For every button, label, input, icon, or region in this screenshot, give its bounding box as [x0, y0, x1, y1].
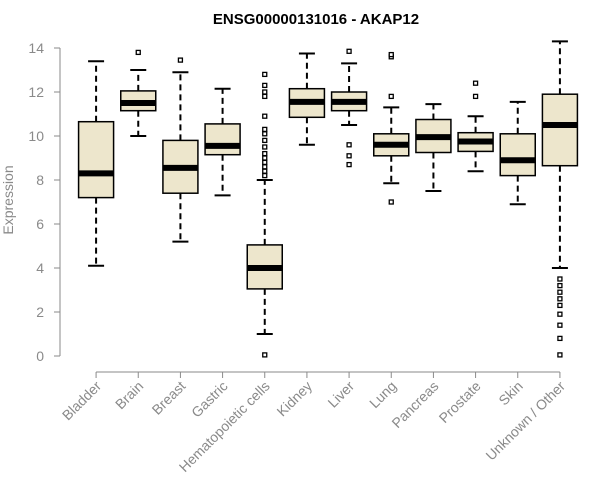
outlier-point: [262, 150, 268, 157]
y-tick-label: 12: [28, 84, 44, 100]
outlier-point: [557, 352, 563, 358]
outlier-point: [346, 153, 352, 159]
y-tick-label: 6: [36, 216, 44, 232]
outlier-point: [557, 276, 563, 282]
box-kidney: [288, 52, 326, 146]
outlier-point: [557, 296, 563, 302]
outlier-point: [557, 289, 563, 295]
outlier-point: [262, 113, 268, 119]
outlier-point: [557, 335, 563, 342]
chart-title: ENSG00000131016 - AKAP12: [213, 11, 419, 28]
box-skin: [499, 100, 536, 206]
plot-area: [77, 40, 579, 358]
outlier-point: [388, 199, 394, 205]
outlier-point: [346, 142, 352, 148]
x-tick-label: Liver: [324, 378, 357, 411]
box-bladder: [77, 60, 115, 267]
y-tick-label: 10: [28, 128, 44, 144]
outlier-point: [557, 302, 563, 309]
box-hematopoietic-cells: [246, 71, 283, 358]
x-tick-label: Skin: [495, 378, 526, 409]
box-unknown-other: [541, 40, 579, 358]
x-tick-label: Lung: [366, 378, 399, 411]
outlier-point: [262, 71, 268, 78]
box-body: [204, 123, 241, 156]
y-tick-label: 8: [36, 172, 44, 188]
box-body: [77, 120, 115, 199]
outlier-point: [262, 164, 268, 170]
outlier-point: [472, 93, 479, 100]
y-tick-label: 0: [36, 348, 44, 364]
box-body: [499, 133, 536, 177]
box-prostate: [457, 80, 494, 173]
outlier-point: [177, 57, 184, 63]
outlier-point: [262, 89, 268, 95]
y-axis: 0 2 4 6 8 10 12 14: [28, 40, 61, 364]
outlier-point: [472, 80, 479, 86]
outlier-point: [388, 51, 394, 58]
outlier-point: [262, 126, 268, 133]
y-tick-label: 4: [36, 260, 44, 276]
outlier-point: [262, 93, 268, 100]
x-tick-label: Brain: [112, 378, 146, 412]
outlier-point: [135, 49, 141, 56]
outlier-point: [346, 48, 352, 54]
outlier-point: [262, 168, 268, 174]
outlier-point: [346, 161, 352, 168]
box-lung: [373, 51, 410, 205]
box-brain: [120, 49, 157, 137]
x-tick-label: Breast: [149, 378, 189, 418]
outlier-point: [262, 144, 268, 150]
outlier-point: [262, 137, 268, 144]
outlier-point: [262, 159, 268, 166]
box-body: [541, 93, 579, 167]
x-tick-label: Pancreas: [388, 378, 441, 431]
outlier-point: [557, 311, 563, 317]
box-breast: [162, 57, 199, 243]
x-tick-label: Unknown / Other: [482, 378, 568, 464]
outlier-point: [388, 93, 394, 100]
y-axis-label: Expression: [0, 165, 16, 234]
outlier-point: [262, 131, 268, 137]
outlier-point: [557, 322, 563, 328]
box-gastric: [204, 87, 241, 197]
x-tick-label: Bladder: [59, 378, 105, 424]
outlier-point: [262, 82, 268, 89]
outlier-point: [262, 172, 268, 179]
outlier-point: [262, 352, 268, 358]
box-liver: [330, 48, 368, 168]
x-tick-label: Kidney: [273, 378, 315, 420]
y-tick-label: 2: [36, 304, 44, 320]
box-pancreas: [415, 103, 452, 192]
x-tick-label: Prostate: [436, 378, 484, 426]
y-tick-label: 14: [28, 40, 44, 56]
outlier-point: [262, 155, 268, 161]
outlier-point: [557, 282, 563, 289]
